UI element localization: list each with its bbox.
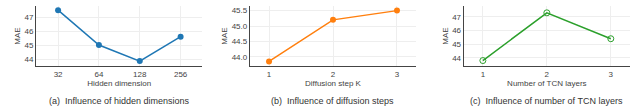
svg-text:MAE: MAE [441, 27, 450, 44]
svg-text:Hidden dimension: Hidden dimension [87, 79, 151, 88]
svg-text:2: 2 [331, 70, 336, 79]
svg-text:Diffusion step K: Diffusion step K [305, 79, 362, 88]
svg-text:45.0: 45.0 [232, 22, 248, 31]
svg-text:45: 45 [24, 41, 33, 50]
svg-text:1: 1 [481, 70, 486, 79]
svg-text:Number of TCN layers: Number of TCN layers [507, 79, 586, 88]
svg-text:44: 44 [452, 54, 461, 63]
svg-text:45: 45 [452, 40, 461, 49]
svg-text:3: 3 [609, 70, 614, 79]
svg-text:(c) Influence of number of TC: (c) Influence of number of TCN layers [470, 96, 623, 106]
svg-text:46: 46 [452, 26, 461, 35]
svg-text:3: 3 [395, 70, 400, 79]
svg-text:44.5: 44.5 [232, 37, 248, 46]
svg-text:MAE: MAE [13, 27, 22, 44]
svg-text:32: 32 [54, 70, 63, 79]
svg-text:46: 46 [24, 27, 33, 36]
svg-text:256: 256 [174, 70, 188, 79]
svg-text:44.0: 44.0 [232, 53, 248, 62]
svg-text:47: 47 [24, 13, 33, 22]
svg-text:1: 1 [267, 70, 272, 79]
svg-text:128: 128 [133, 70, 147, 79]
svg-text:(b) Influence of diffusion st: (b) Influence of diffusion steps [271, 96, 394, 106]
svg-text:47: 47 [452, 13, 461, 22]
svg-text:64: 64 [94, 70, 103, 79]
svg-text:44: 44 [24, 55, 33, 64]
svg-text:(a) Influence of hidden dimen: (a) Influence of hidden dimensions [49, 96, 190, 106]
svg-text:MAE: MAE [220, 27, 229, 44]
svg-text:2: 2 [545, 70, 550, 79]
svg-text:45.5: 45.5 [232, 6, 248, 15]
